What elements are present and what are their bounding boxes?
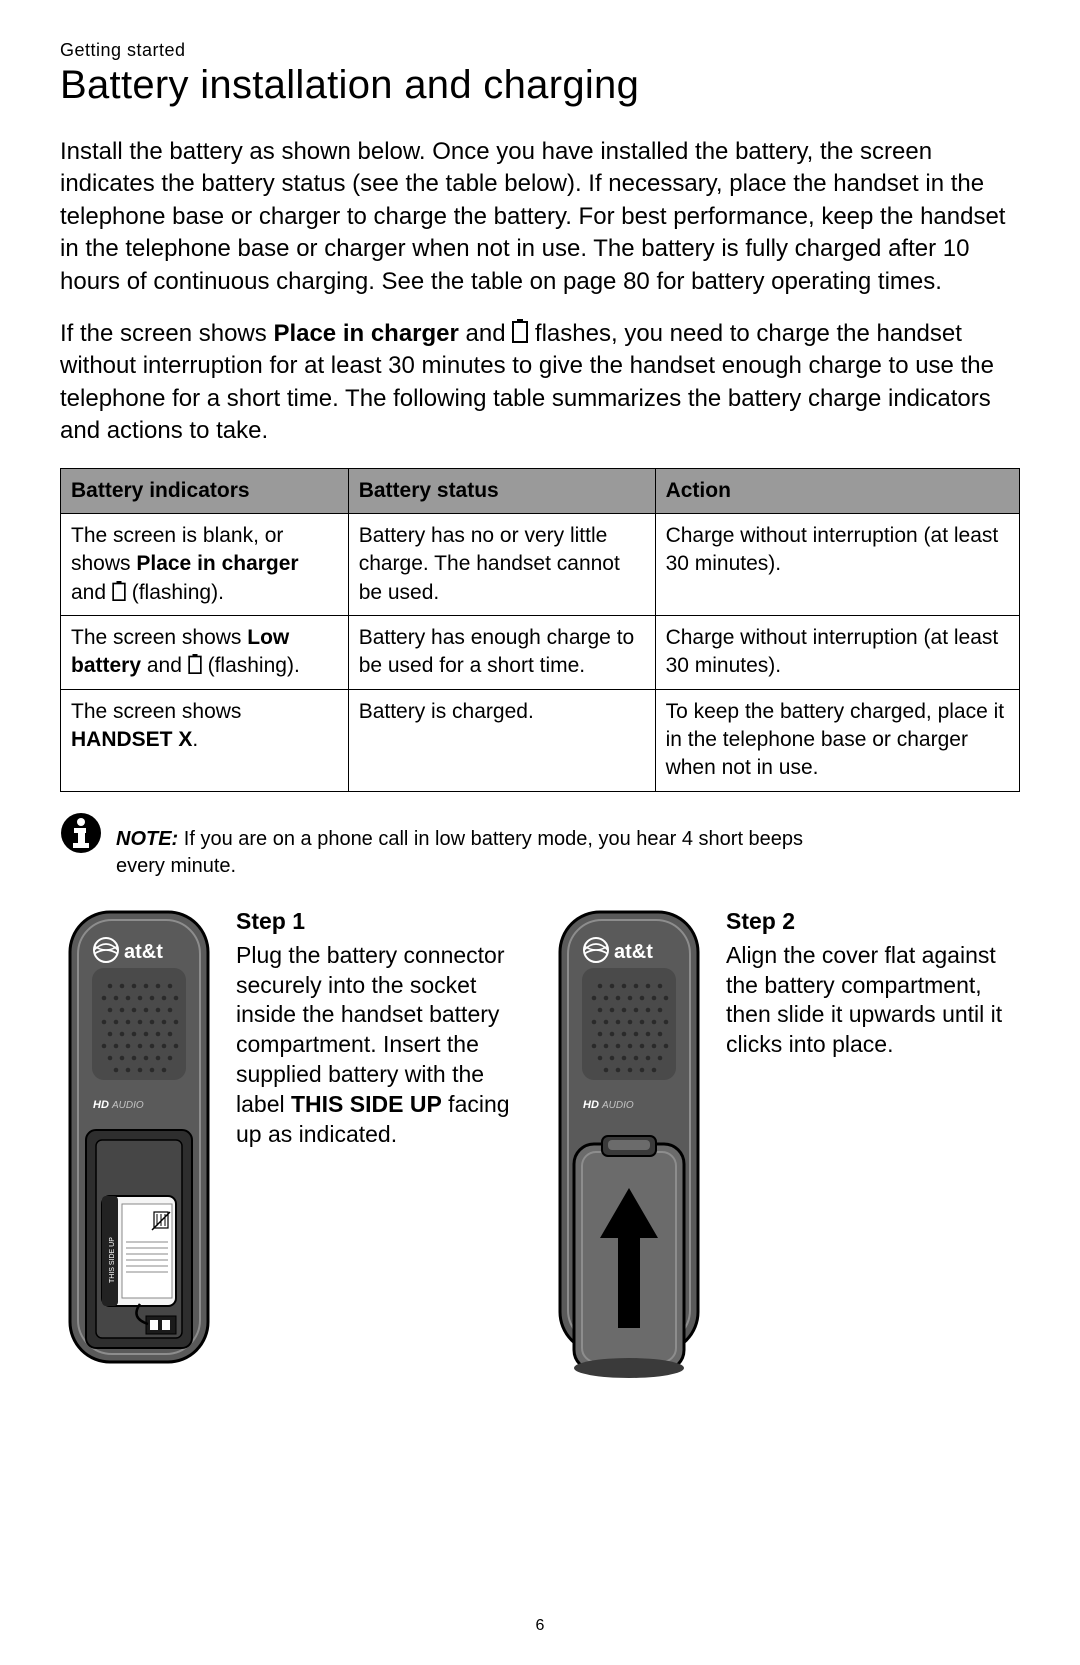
step2-text: Align the cover flat against the battery… <box>726 941 1020 1061</box>
page-number: 6 <box>0 1617 1080 1635</box>
svg-text:AUDIO: AUDIO <box>111 1100 144 1111</box>
battery-icon <box>188 654 202 674</box>
table-row: The screen is blank, or shows Place in c… <box>61 513 1020 615</box>
th-status: Battery status <box>348 468 655 513</box>
page-title: Battery installation and charging <box>60 63 1020 108</box>
table-row: The screen shows Low battery and (flashi… <box>61 615 1020 689</box>
th-action: Action <box>655 468 1019 513</box>
th-indicators: Battery indicators <box>61 468 349 513</box>
note-text: NOTE: If you are on a phone call in low … <box>116 812 1020 880</box>
svg-text:at&t: at&t <box>614 941 653 963</box>
step1-title: Step 1 <box>236 908 530 935</box>
battery-icon <box>112 581 126 601</box>
handset-illustration-step1: at&t HD AUDIO THIS SI <box>60 908 218 1373</box>
paragraph-2: If the screen shows Place in charger and… <box>60 318 1020 448</box>
svg-text:HD: HD <box>583 1099 599 1111</box>
battery-icon <box>512 319 528 343</box>
svg-text:HD: HD <box>93 1099 109 1111</box>
breadcrumb: Getting started <box>60 40 1020 61</box>
table-row: The screen shows HANDSET X. Battery is c… <box>61 689 1020 791</box>
step1-text: Plug the battery connector securely into… <box>236 941 530 1150</box>
svg-text:AUDIO: AUDIO <box>601 1100 634 1111</box>
svg-text:at&t: at&t <box>124 941 163 963</box>
battery-status-table: Battery indicators Battery status Action… <box>60 468 1020 792</box>
paragraph-1: Install the battery as shown below. Once… <box>60 136 1020 298</box>
step-2: at&t HD AUDIO <box>550 908 1020 1380</box>
note-block: NOTE: If you are on a phone call in low … <box>60 812 1020 880</box>
info-icon <box>60 812 102 854</box>
handset-illustration-step2: at&t HD AUDIO <box>550 908 708 1380</box>
step2-title: Step 2 <box>726 908 1020 935</box>
svg-text:THIS SIDE UP: THIS SIDE UP <box>109 1236 116 1282</box>
step-1: at&t HD AUDIO THIS SI <box>60 908 530 1380</box>
